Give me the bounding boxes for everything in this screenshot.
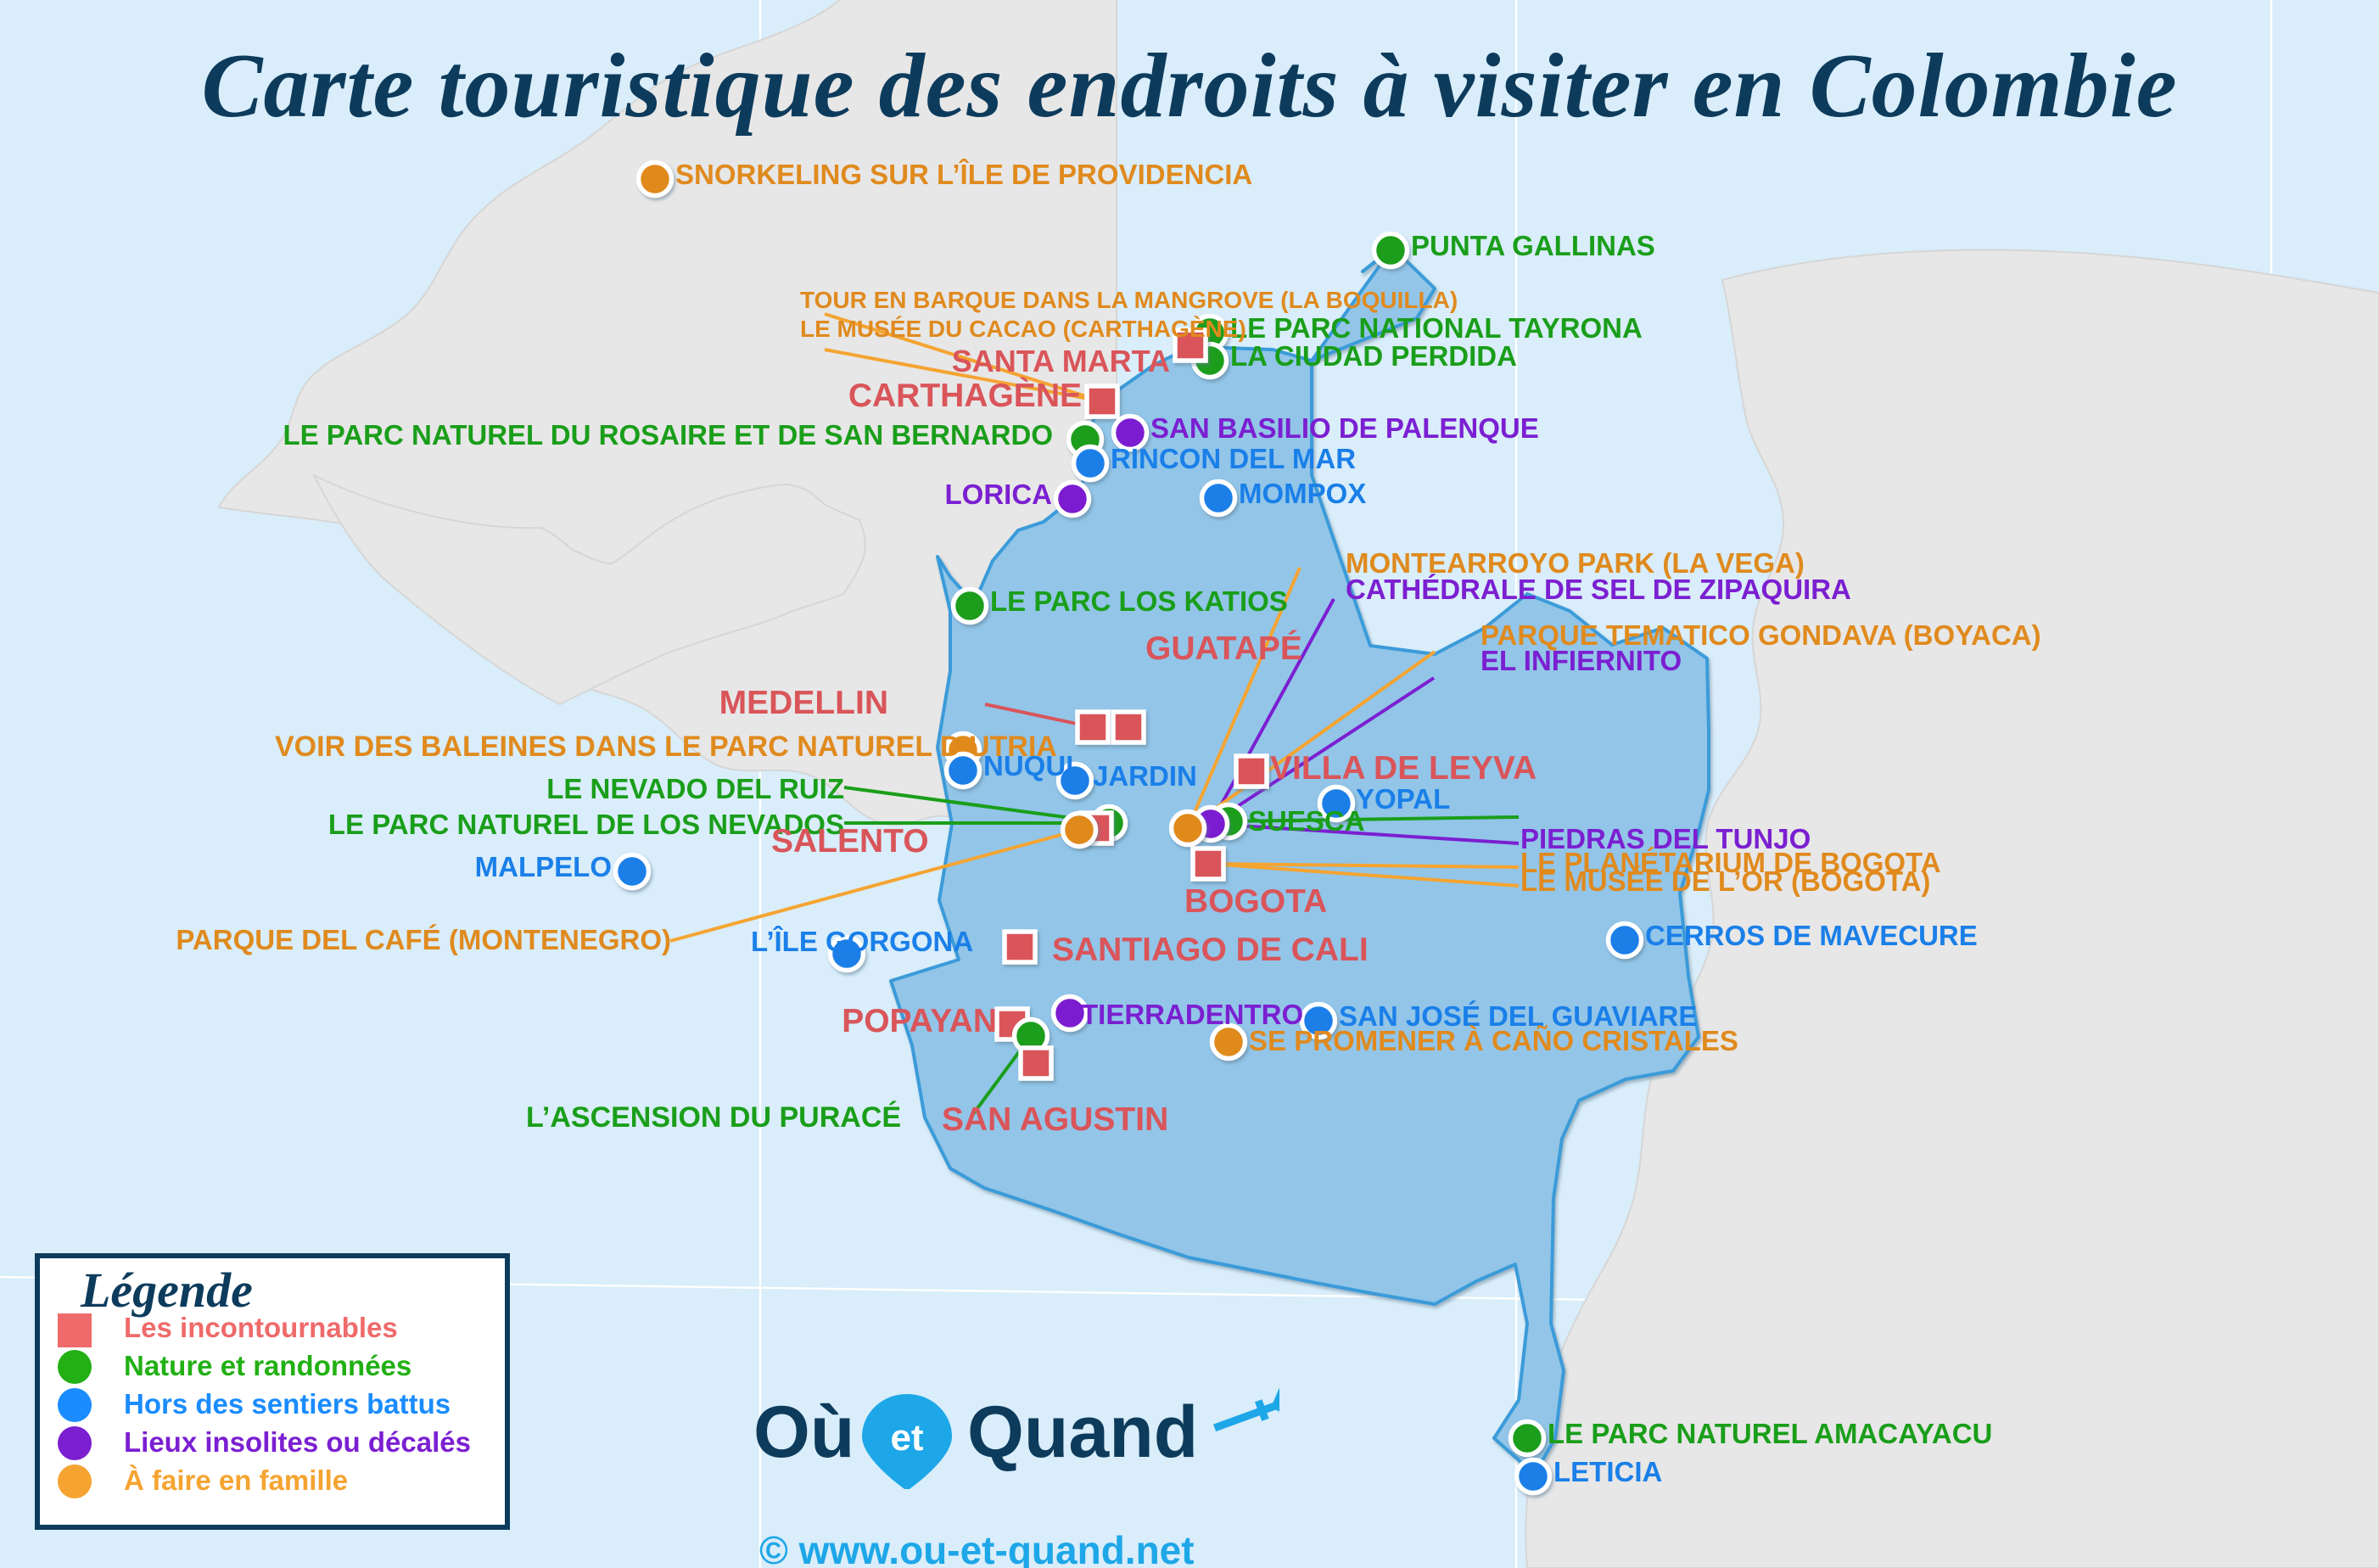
svg-text:et: et	[890, 1417, 923, 1459]
svg-text:Où: Où	[753, 1392, 854, 1473]
svg-text:Quand: Quand	[967, 1392, 1198, 1473]
